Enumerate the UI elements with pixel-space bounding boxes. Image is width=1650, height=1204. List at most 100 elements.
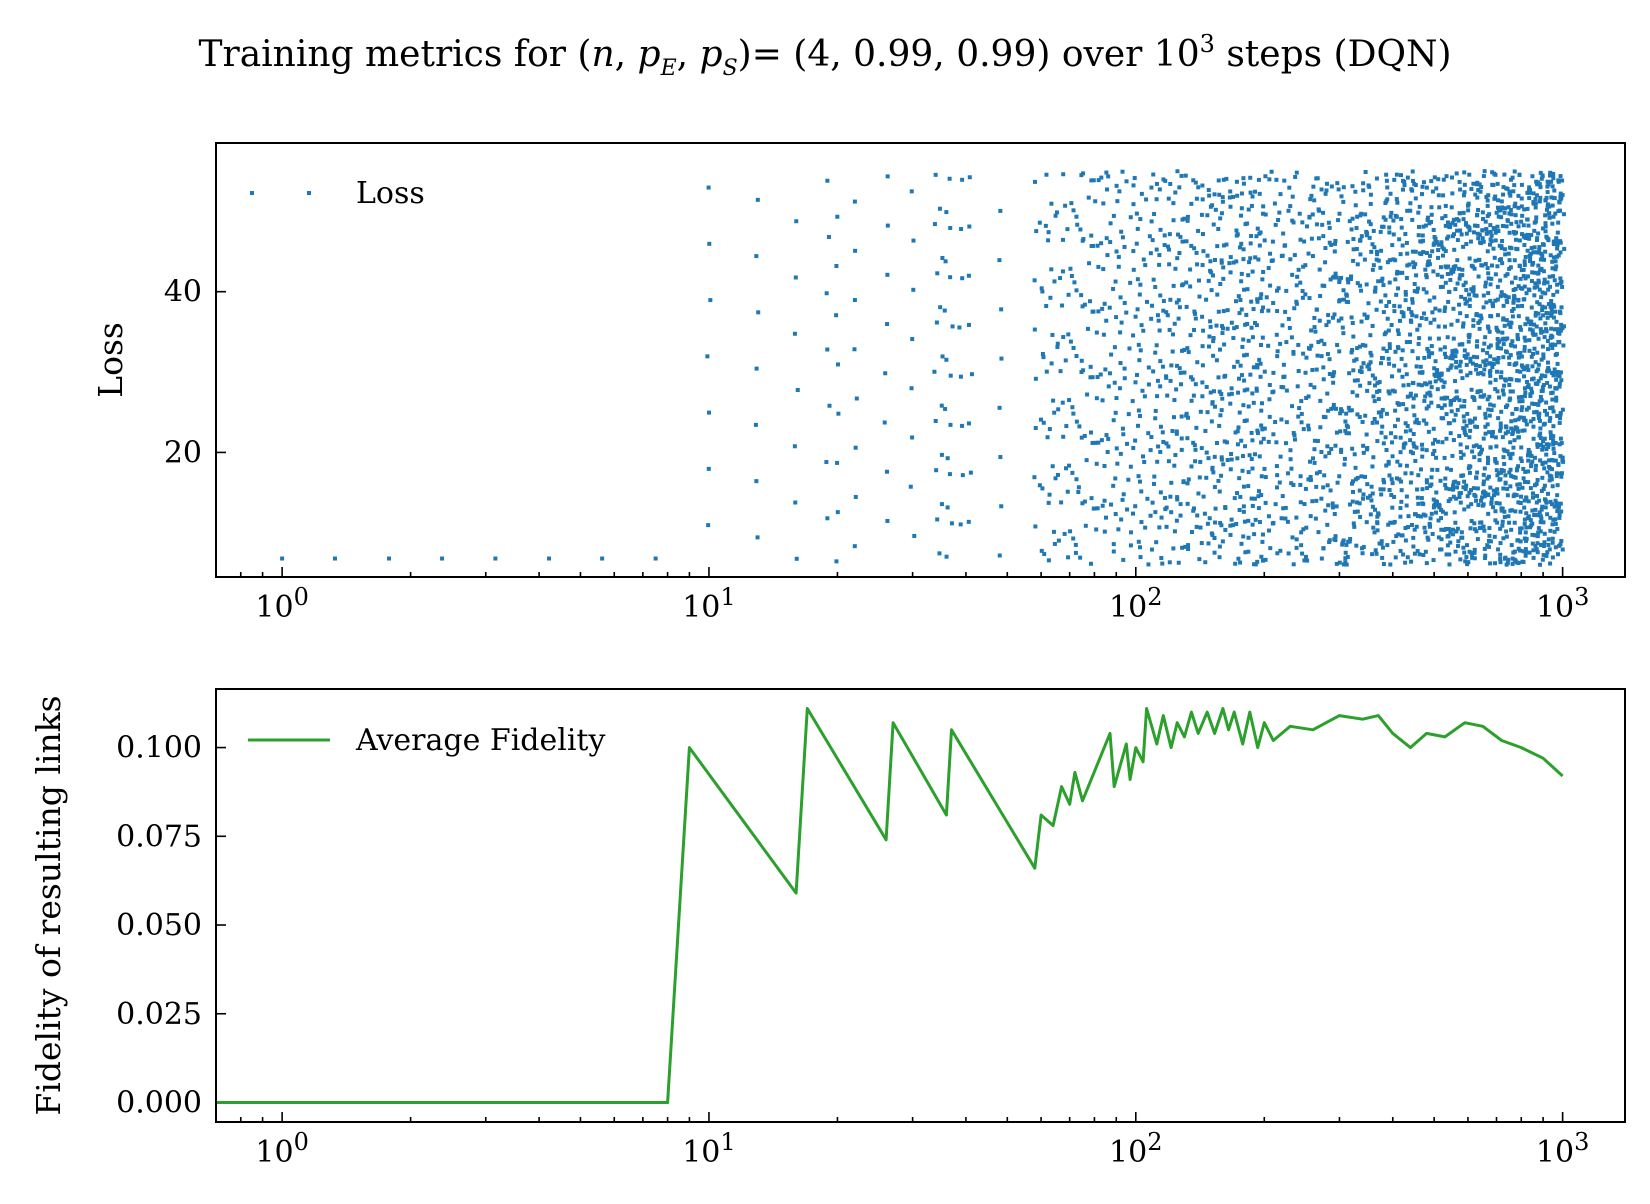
loss-point — [1486, 407, 1491, 412]
loss-point — [1442, 395, 1447, 400]
loss-point — [1414, 273, 1419, 278]
loss-point — [1347, 539, 1352, 544]
loss-point — [1467, 490, 1472, 495]
loss-point — [1297, 211, 1302, 216]
loss-point — [1133, 314, 1138, 319]
loss-point — [1368, 201, 1373, 206]
loss-point — [1483, 431, 1488, 436]
loss-point — [1153, 285, 1158, 290]
loss-point — [1327, 371, 1332, 376]
loss-point — [1371, 228, 1376, 233]
loss-point — [1148, 251, 1153, 256]
loss-point — [1242, 353, 1247, 358]
loss-point — [1448, 398, 1453, 403]
loss-point — [1431, 441, 1436, 446]
loss-point — [1463, 280, 1468, 285]
loss-point — [1520, 405, 1525, 410]
loss-point — [1413, 249, 1418, 254]
loss-point — [1544, 207, 1549, 212]
loss-point — [1260, 558, 1265, 563]
loss-point — [1509, 508, 1514, 513]
loss-point — [1295, 274, 1300, 279]
loss-point — [1389, 431, 1394, 436]
loss-point — [1537, 287, 1542, 292]
loss-point — [1333, 443, 1338, 448]
loss-point — [1252, 452, 1257, 457]
loss-point — [1304, 355, 1309, 360]
loss-point — [1293, 437, 1298, 442]
loss-point — [1464, 242, 1469, 247]
loss-point — [1536, 271, 1541, 276]
loss-point — [1074, 419, 1079, 424]
loss-point — [1032, 475, 1037, 480]
fidelity-line — [216, 707, 1564, 1104]
loss-point — [1263, 212, 1268, 217]
loss-point — [1082, 302, 1087, 307]
loss-point — [1370, 373, 1375, 378]
loss-point — [1188, 267, 1193, 272]
loss-point — [1198, 525, 1203, 530]
loss-point — [1455, 485, 1460, 490]
loss-point — [1290, 404, 1295, 409]
loss-point — [1452, 247, 1457, 252]
loss-point — [1533, 281, 1538, 286]
loss-point — [935, 271, 940, 276]
loss-point — [1493, 518, 1498, 523]
loss-point — [1375, 439, 1380, 444]
loss-point — [1075, 222, 1080, 227]
loss-point — [1299, 543, 1304, 548]
loss-point — [1248, 372, 1253, 377]
loss-point — [1403, 538, 1408, 543]
loss-point — [1384, 303, 1389, 308]
loss-point — [1542, 466, 1547, 471]
y-tick-label: 20 — [164, 435, 202, 470]
loss-point — [1424, 478, 1429, 483]
loss-point — [1294, 545, 1299, 550]
loss-point — [1291, 483, 1296, 488]
x-tick-label: 101 — [682, 583, 735, 625]
loss-point — [1359, 288, 1364, 293]
loss-point — [1556, 505, 1561, 510]
loss-point — [1249, 234, 1254, 239]
loss-point — [1184, 280, 1189, 285]
loss-point — [1275, 309, 1280, 314]
loss-point — [1551, 214, 1556, 219]
loss-point — [1478, 313, 1483, 318]
loss-point — [1443, 264, 1448, 269]
loss-point — [1516, 538, 1521, 543]
loss-point — [1425, 263, 1430, 268]
loss-point — [1429, 511, 1434, 516]
loss-point — [1278, 454, 1283, 459]
loss-point — [1377, 388, 1382, 393]
loss-point — [1550, 203, 1555, 208]
loss-point — [1408, 201, 1413, 206]
loss-point — [1276, 217, 1281, 222]
loss-point — [1472, 455, 1477, 460]
loss-point — [1094, 461, 1099, 466]
loss-point — [1120, 235, 1125, 240]
loss-point — [1408, 428, 1413, 433]
loss-point — [1477, 405, 1482, 410]
loss-point — [1059, 500, 1064, 505]
loss-point — [947, 472, 952, 477]
loss-point — [997, 258, 1002, 263]
loss-point — [1086, 195, 1091, 200]
loss-point — [1532, 346, 1537, 351]
loss-point — [1197, 475, 1202, 480]
loss-point — [1384, 349, 1389, 354]
loss-point — [1213, 207, 1218, 212]
loss-point — [1538, 458, 1543, 463]
loss-point — [1559, 538, 1564, 543]
loss-point — [1546, 542, 1551, 547]
loss-point — [1284, 441, 1289, 446]
loss-point — [1214, 358, 1219, 363]
loss-point — [1216, 375, 1221, 380]
loss-point — [1387, 391, 1392, 396]
loss-point — [1402, 183, 1407, 188]
loss-point — [1211, 470, 1216, 475]
loss-point — [1501, 355, 1506, 360]
loss-point — [1055, 341, 1060, 346]
loss-point — [1437, 373, 1442, 378]
loss-point — [1199, 541, 1204, 546]
loss-point — [1298, 237, 1303, 242]
